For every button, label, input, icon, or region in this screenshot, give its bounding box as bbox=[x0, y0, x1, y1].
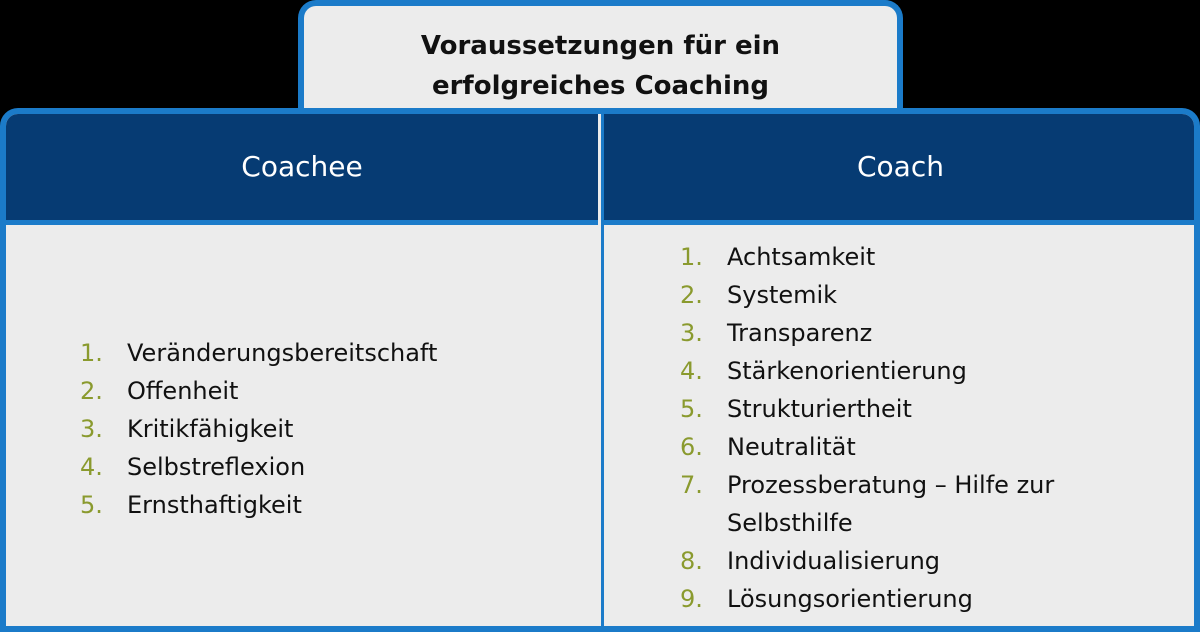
list-item: 6. Neutralität bbox=[680, 428, 1087, 466]
coachee-column: Coachee 1. Veränderungsbereitschaft 2. Offe… bbox=[6, 114, 598, 626]
list-item: 2. Systemik bbox=[680, 276, 1087, 314]
item-text: Individualisierung bbox=[727, 547, 941, 575]
coach-list: 1. Achtsamkeit 2. Systemik 3. Transparenz 4. St… bbox=[680, 238, 1087, 618]
item-number: 8. bbox=[680, 547, 703, 575]
item-number: 9. bbox=[680, 585, 703, 613]
item-text: Neutralität bbox=[727, 433, 856, 461]
item-text: Strukturiertheit bbox=[727, 395, 912, 423]
list-item: 4. Selbstreflexion bbox=[80, 448, 487, 486]
item-number: 1. bbox=[80, 339, 103, 367]
list-item: 7. Prozessberatung – Hilfe zur Selbsthilf… bbox=[680, 466, 1087, 542]
list-item: 9. Lösungsorientierung bbox=[680, 580, 1087, 618]
item-number: 6. bbox=[680, 433, 703, 461]
title-line-1: Voraussetzungen für ein bbox=[420, 31, 781, 61]
item-text: Prozessberatung – Hilfe zur Selbsthilfe bbox=[727, 471, 1055, 537]
list-item: 1. Veränderungsbereitschaft bbox=[80, 334, 487, 372]
list-item: 3. Transparenz bbox=[680, 314, 1087, 352]
item-text: Kritikfähigkeit bbox=[127, 415, 294, 443]
item-text: Lösungsorientierung bbox=[727, 585, 973, 613]
list-item: 2. Offenheit bbox=[80, 372, 487, 410]
item-text: Transparenz bbox=[727, 319, 873, 347]
item-number: 2. bbox=[80, 377, 103, 405]
item-text: Selbstreflexion bbox=[127, 453, 306, 481]
list-item: 5. Ernsthaftigkeit bbox=[80, 486, 487, 524]
item-number: 7. bbox=[680, 471, 703, 499]
item-text: Stärkenorientierung bbox=[727, 357, 967, 385]
comparison-table: Coachee 1. Veränderungsbereitschaft 2. Offe… bbox=[0, 108, 1200, 632]
item-number: 3. bbox=[680, 319, 703, 347]
item-number: 3. bbox=[80, 415, 103, 443]
list-item: 5. Strukturiertheit bbox=[680, 390, 1087, 428]
list-item: 3. Kritikfähigkeit bbox=[80, 410, 487, 448]
diagram-title: Voraussetzungen für ein erfolgreiches Co… bbox=[298, 0, 903, 116]
list-item: 4. Stärkenorientierung bbox=[680, 352, 1087, 390]
column-header-coachee: Coachee bbox=[6, 114, 598, 225]
item-text: Ernsthaftigkeit bbox=[127, 491, 302, 519]
item-text: Veränderungsbereitschaft bbox=[127, 339, 438, 367]
item-text: Systemik bbox=[727, 281, 838, 309]
title-line-2: erfolgreiches Coaching bbox=[431, 71, 770, 101]
item-number: 5. bbox=[680, 395, 703, 423]
item-text: Offenheit bbox=[127, 377, 239, 405]
coachee-list: 1. Veränderungsbereitschaft 2. Offenheit 3. K… bbox=[80, 334, 487, 524]
list-item: 1. Achtsamkeit bbox=[680, 238, 1087, 276]
item-number: 2. bbox=[680, 281, 703, 309]
item-number: 4. bbox=[80, 453, 103, 481]
list-item: 8. Individualisierung bbox=[680, 542, 1087, 580]
coach-column: Coach 1. Achtsamkeit 2. Systemik 3. Transpare… bbox=[601, 114, 1194, 626]
item-number: 4. bbox=[680, 357, 703, 385]
column-header-coach: Coach bbox=[604, 114, 1194, 225]
item-text: Achtsamkeit bbox=[727, 243, 876, 271]
item-number: 1. bbox=[680, 243, 703, 271]
item-number: 5. bbox=[80, 491, 103, 519]
